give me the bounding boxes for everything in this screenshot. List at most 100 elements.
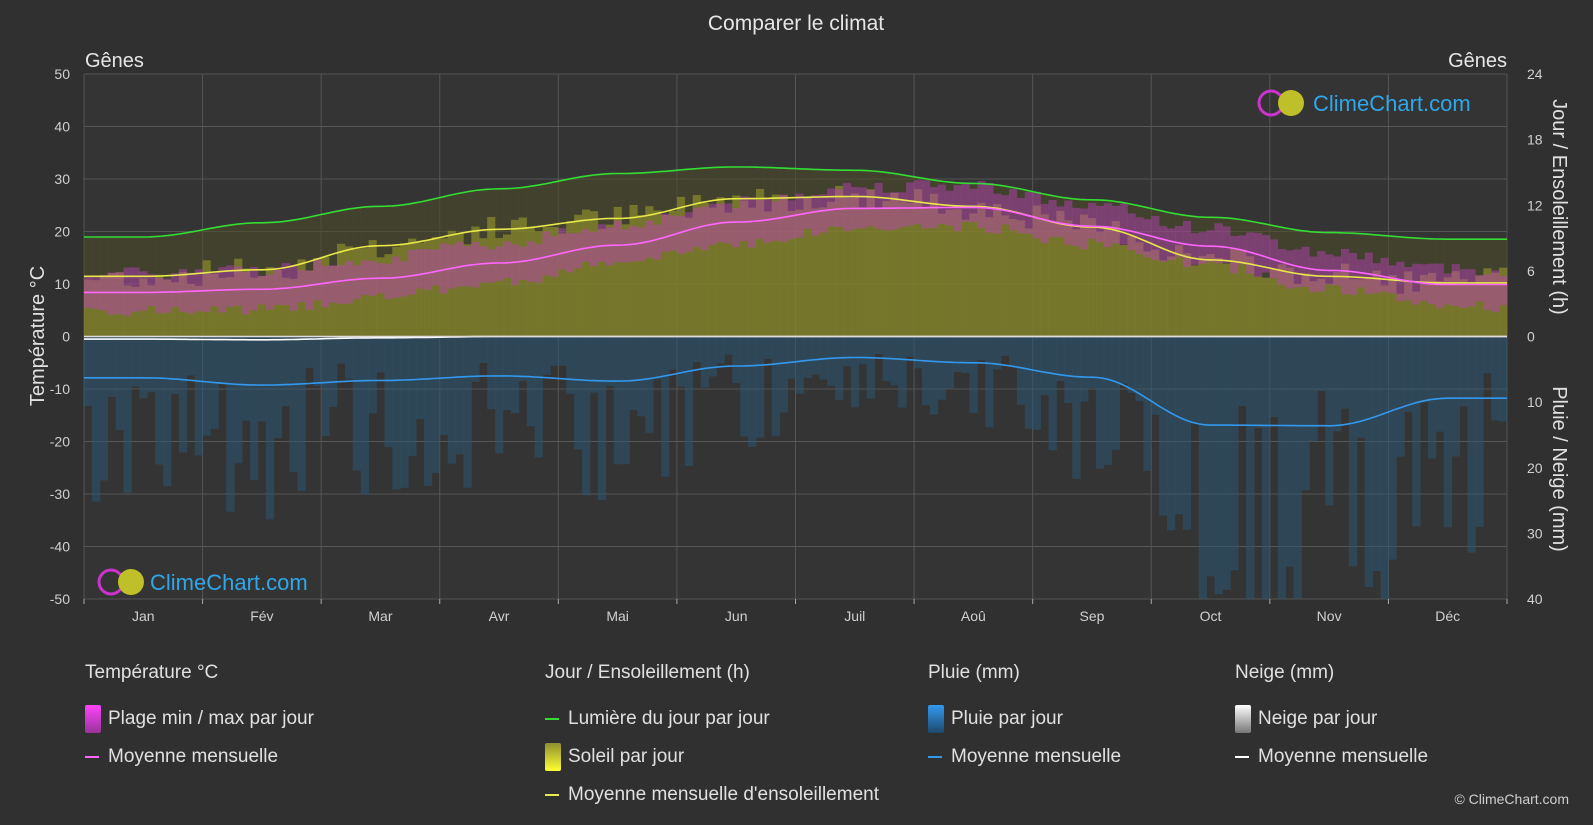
sunshine-bar [882, 200, 891, 337]
sunshine-bar [684, 217, 694, 337]
temp-range-bar [202, 271, 211, 312]
daylight-line [84, 166, 1507, 240]
rain-bar [858, 336, 868, 365]
rain-bar [1230, 336, 1239, 571]
sunshine-bar [471, 226, 480, 337]
logo-sun-icon [118, 569, 144, 595]
sunshine-bar [368, 240, 377, 337]
sunshine-bar [1095, 231, 1105, 337]
sunshine-bar [1443, 277, 1453, 337]
sunshine-bar [392, 246, 401, 337]
sunshine-bar [242, 268, 251, 337]
temp-range-bar [621, 229, 630, 263]
sunshine-bar [890, 192, 899, 337]
sunshine-bar [1340, 263, 1350, 337]
sunshine-bar [1499, 267, 1508, 337]
brand-name-top: ClimeChart.com [1313, 91, 1471, 116]
month-label: Jan [132, 608, 155, 624]
sunshine-bar [898, 201, 907, 337]
sunshine-bar [131, 286, 140, 337]
rain-bar [961, 336, 970, 374]
sunshine-bar [1277, 264, 1287, 337]
rain-bar [921, 336, 931, 406]
temp-range-bar [1404, 267, 1413, 301]
sunshine-bar [755, 188, 765, 337]
rain-bar [566, 336, 575, 394]
sunshine-bar [1167, 256, 1176, 337]
sunshine-bar [423, 240, 433, 337]
temp-range-bar [993, 193, 1002, 234]
sunshine-bar [384, 254, 393, 337]
sunshine-mean-line [84, 195, 1507, 284]
temp-range-bar [977, 181, 986, 229]
temp-range-bar [589, 231, 599, 267]
rain-bar [1048, 336, 1057, 451]
rain-bar [155, 336, 164, 465]
temp-range-bar [676, 215, 686, 254]
sunshine-bar [661, 214, 670, 337]
rain-bar [1309, 336, 1318, 442]
sunshine-bar [1135, 242, 1144, 337]
rain-bar [463, 336, 472, 488]
sunshine-bar [155, 274, 164, 337]
temp-range-bar [684, 212, 694, 252]
rain-bar [455, 336, 464, 455]
sunshine-bar [1198, 255, 1207, 337]
right-top-tick-label: 6 [1527, 263, 1535, 279]
rain-bar [755, 336, 765, 438]
rain-bar [1254, 336, 1263, 428]
sunshine-bar [613, 206, 622, 337]
sunshine-bar [447, 230, 456, 337]
sunshine-bar [645, 206, 654, 337]
rain-bar [1246, 336, 1255, 599]
rain-bar [439, 336, 449, 435]
rain-bar [487, 336, 496, 410]
rain-bar [1443, 336, 1453, 528]
sunshine-bar [210, 273, 219, 337]
rain-bar [1491, 336, 1500, 421]
temp-range-bar [416, 249, 425, 289]
sunshine-bar [250, 277, 259, 337]
temp-range-bar [1119, 203, 1128, 245]
rain-bar [368, 336, 377, 414]
sunshine-bar [637, 214, 646, 337]
temp-range-bar [455, 241, 464, 287]
left-tick-label: -20 [50, 434, 70, 450]
sunshine-bar [329, 265, 338, 337]
rain-bar [550, 336, 559, 366]
temp-range-bar [502, 241, 512, 278]
rain-bar [985, 336, 994, 428]
sunshine-bar [803, 196, 812, 337]
sunshine-bar [1427, 272, 1437, 337]
rain-bar [1435, 336, 1445, 432]
temp-range-bar [1396, 261, 1405, 302]
sunshine-bar [1064, 220, 1073, 337]
sunshine-bar [479, 238, 488, 337]
rain-bar [1206, 336, 1215, 577]
sunshine-bar [1420, 274, 1429, 337]
rain-bar [250, 336, 259, 480]
rain-bar [763, 336, 773, 360]
sunshine-bar [811, 208, 820, 337]
legend-item: Moyenne mensuelle [928, 738, 1121, 776]
sunshine-bar [1348, 279, 1358, 337]
rain-bar [929, 336, 939, 415]
sunshine-bar [336, 243, 346, 337]
legend-label: Pluie par jour [951, 708, 1063, 729]
rain-bar [447, 336, 456, 464]
temp-range-bar [1135, 217, 1144, 255]
sunshine-bar [842, 197, 852, 337]
temp-range-bar [1190, 233, 1200, 265]
temp-range-bar [234, 266, 243, 306]
sunshine-bar [1016, 220, 1026, 337]
sunshine-bar [1032, 205, 1041, 337]
sunshine-bar [1206, 254, 1215, 337]
rain-bar [518, 336, 528, 382]
rain-bar [131, 336, 140, 387]
temp-range-bar [534, 244, 543, 283]
temp-range-bar [550, 236, 559, 277]
left-tick-label: -50 [50, 591, 70, 607]
temp-range-bar [779, 194, 788, 242]
sunshine-bar [139, 278, 148, 337]
sunshine-bar [1254, 276, 1263, 337]
